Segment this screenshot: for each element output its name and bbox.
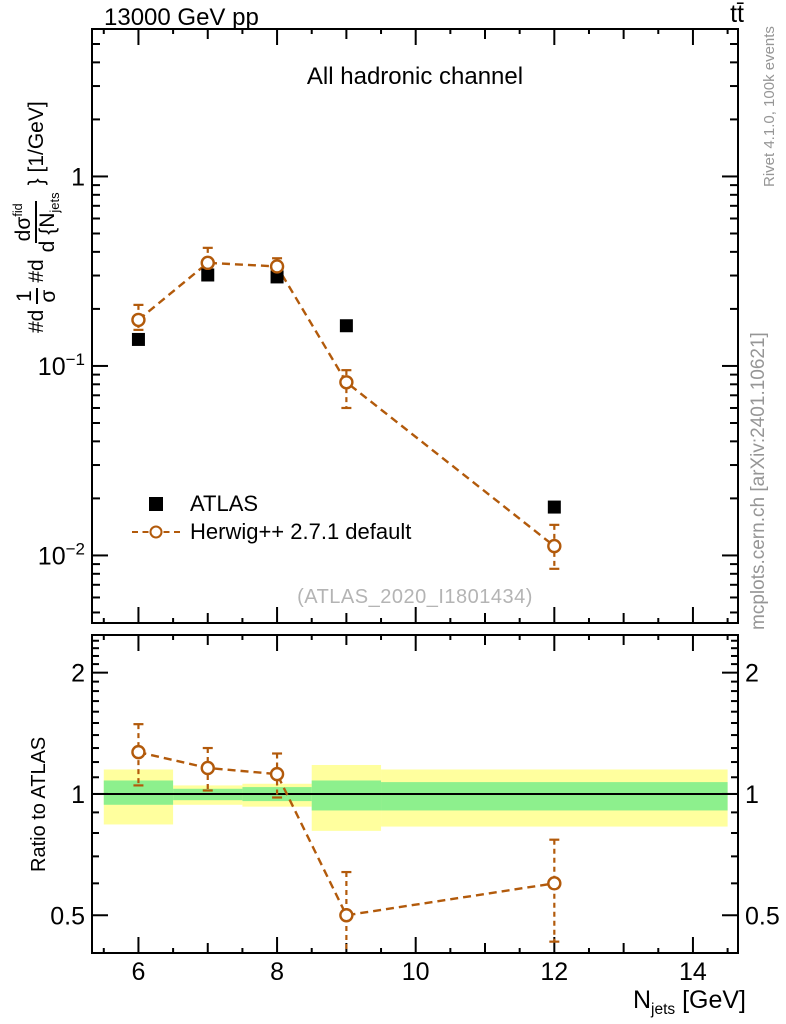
herwig-data-point	[547, 538, 562, 554]
uncertainty-band-green	[381, 782, 728, 811]
plot-title: All hadronic channel	[306, 63, 524, 90]
main-y-axis-label: #d 1 σ #d dσfid d {Njets } [1/GeV]	[8, 101, 66, 333]
main-y-tick-label: 10−2	[38, 539, 85, 570]
x-axis-label: Njets [GeV]	[632, 986, 746, 1018]
rivet-version-text: Rivet 4.1.0, 100k events	[761, 26, 778, 187]
ratio-y-tick-label-right: 2	[745, 660, 759, 688]
herwig-data-point	[339, 375, 354, 390]
ratio-line	[138, 750, 555, 917]
atlas-data-point	[201, 268, 215, 282]
ratio-data-point	[339, 908, 354, 923]
ratio-y-axis-label: Ratio to ATLAS	[28, 736, 50, 872]
legend-item-atlas: ATLAS	[128, 490, 411, 518]
analysis-id-watermark: (ATLAS_2020_I1801434)	[297, 586, 533, 608]
atlas-data-point	[547, 500, 561, 514]
legend-label-atlas: ATLAS	[190, 491, 259, 516]
atlas-data-point	[339, 319, 353, 333]
ratio-data-point	[131, 744, 146, 760]
main-y-tick-label: 1	[71, 163, 85, 191]
herwig-data-point	[269, 259, 285, 274]
ratio-data-point	[269, 766, 285, 782]
uncertainty-band-green	[103, 780, 174, 805]
ratio-y-tick-label-left: 1	[71, 781, 85, 809]
x-tick-label: 10	[402, 958, 430, 986]
main-y-tick-label: 10−1	[38, 350, 85, 381]
herwig-data-point	[131, 312, 146, 328]
legend-item-herwig: Herwig++ 2.7.1 default	[128, 518, 411, 546]
atlas-square-marker-icon	[128, 497, 184, 511]
x-tick-label: 12	[540, 958, 568, 986]
ylabel-frac-dsigma-dn: dσfid d {Njets	[11, 192, 63, 253]
ylabel-hash1: #d	[25, 309, 48, 333]
ratio-y-tick-label-right: 0.5	[745, 902, 780, 930]
herwig-data-point	[200, 255, 215, 271]
x-tick-label: 6	[131, 958, 145, 986]
ratio-y-tick-label-right: 1	[745, 781, 759, 809]
ylabel-units: } [1/GeV]	[25, 101, 48, 186]
ratio-panel-frame	[91, 634, 739, 954]
beam-energy-title: 13000 GeV pp	[104, 4, 259, 31]
legend-label-herwig: Herwig++ 2.7.1 default	[190, 519, 412, 544]
ratio-data-point	[200, 760, 215, 776]
ylabel-frac-one-over-sigma: 1 σ	[12, 288, 60, 304]
main-panel-frame	[91, 28, 739, 624]
atlas-data-point	[131, 332, 145, 346]
ratio-y-tick-label-left: 2	[71, 660, 85, 688]
legend: ATLAS Herwig++ 2.7.1 default	[128, 490, 411, 546]
x-tick-label: 8	[270, 958, 284, 986]
ratio-y-tick-label-left: 0.5	[50, 902, 85, 930]
x-tick-label: 14	[679, 958, 707, 986]
herwig-circle-dash-marker-icon	[128, 525, 184, 539]
ylabel-hash2: #d	[25, 259, 48, 283]
mcplots-reference-text: mcplots.cern.ch [arXiv:2401.10621]	[748, 332, 769, 630]
uncertainty-band-green	[311, 780, 382, 811]
ratio-data-point	[547, 876, 562, 891]
process-title: tt̄	[730, 0, 744, 28]
atlas-data-point	[270, 270, 284, 284]
